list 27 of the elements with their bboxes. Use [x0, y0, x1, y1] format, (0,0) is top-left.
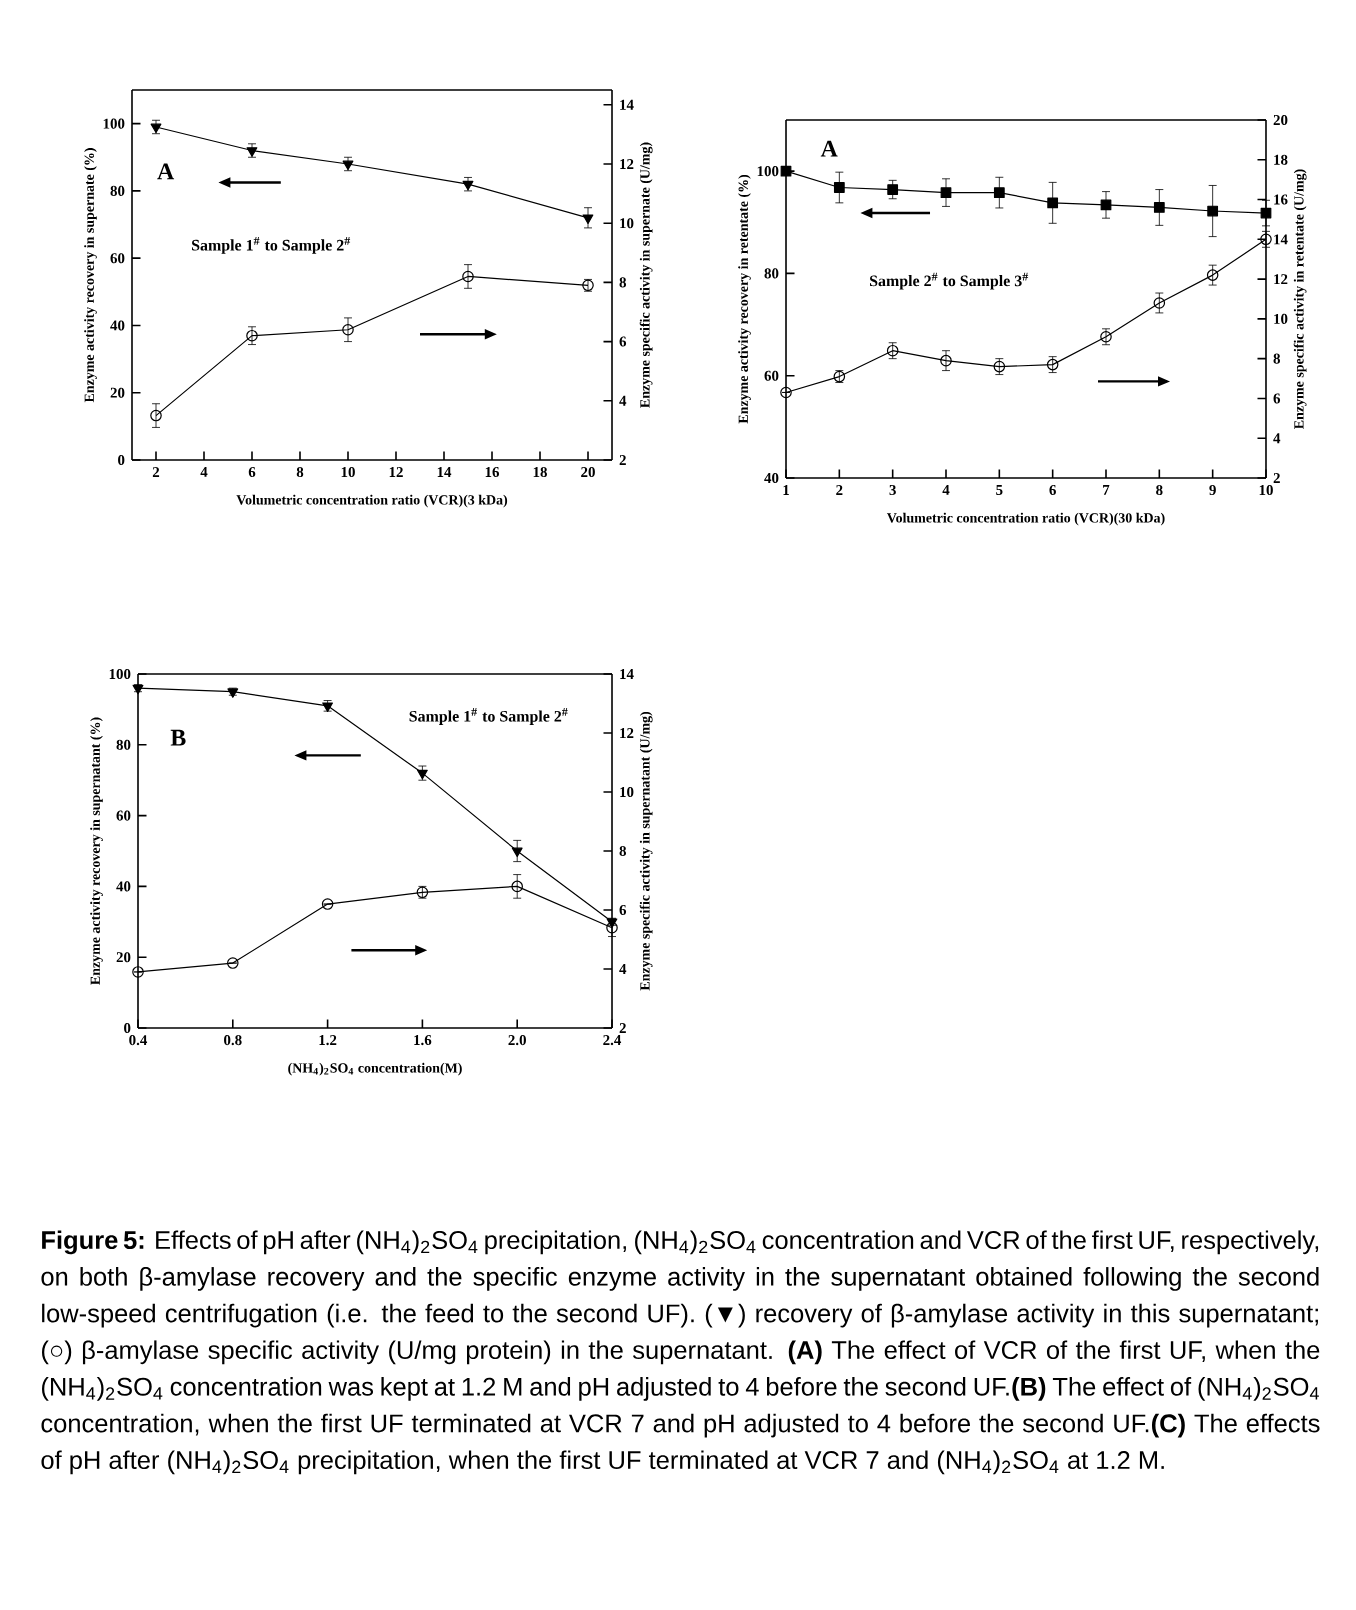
point	[1206, 269, 1219, 281]
point	[1047, 197, 1059, 209]
point	[940, 187, 952, 198]
point	[1100, 199, 1112, 211]
point	[582, 214, 594, 224]
point	[511, 880, 523, 893]
point	[321, 898, 334, 910]
point	[416, 769, 428, 780]
point	[246, 147, 258, 157]
point	[511, 847, 523, 858]
point	[833, 182, 845, 193]
point	[887, 184, 899, 195]
point	[227, 957, 239, 969]
point	[1207, 205, 1219, 217]
point	[780, 165, 792, 177]
point	[1153, 202, 1165, 213]
point	[132, 684, 144, 695]
point	[342, 323, 354, 336]
point	[940, 354, 952, 367]
point	[462, 270, 474, 283]
text: Figure 5: Effects of pH after (NH$_{4}$)$_{2}$SO$_{4}$ precipitation, (NH$_{4}$)$_{2}$SO$_{4}$ concentration and VCR of the first UF, respectively, on both β-amylase recovery and the specific enzyme activity in the supernatant obtained following the second low-speed centrifugation (i.e. the feed to the second UF). (▼) recovery of β-amylase activity in this supernatant; (○) β-amylase specific activity (U/mg protein) in the supernatant. (A) The effect of VCR of the first UF, when the (NH$_{4}$)$_{2}$SO$_{4}$ concentration was kept at 1.2 M and pH adjusted to 4 before the second UF.(B) The effect of (NH$_{4}$)$_{2}$SO$_{4}$ concentration, when the first UF terminated at VCR 7 and pH adjusted to 4 before the second UF.(C) The effects of pH after (NH$_{4}$)$_{2}$SO$_{4}$ precipitation, when the first UF terminated at VCR 7 and (NH$_{4}$)$_{2}$SO$_{4}$ at 1.2 M.	[41, 1230, 1320, 1475]
annotation: A	[157, 163, 175, 180]
point	[1153, 297, 1166, 309]
annotation: B	[170, 729, 186, 746]
annotation: A	[820, 140, 838, 157]
point	[342, 160, 354, 171]
point	[993, 187, 1005, 198]
